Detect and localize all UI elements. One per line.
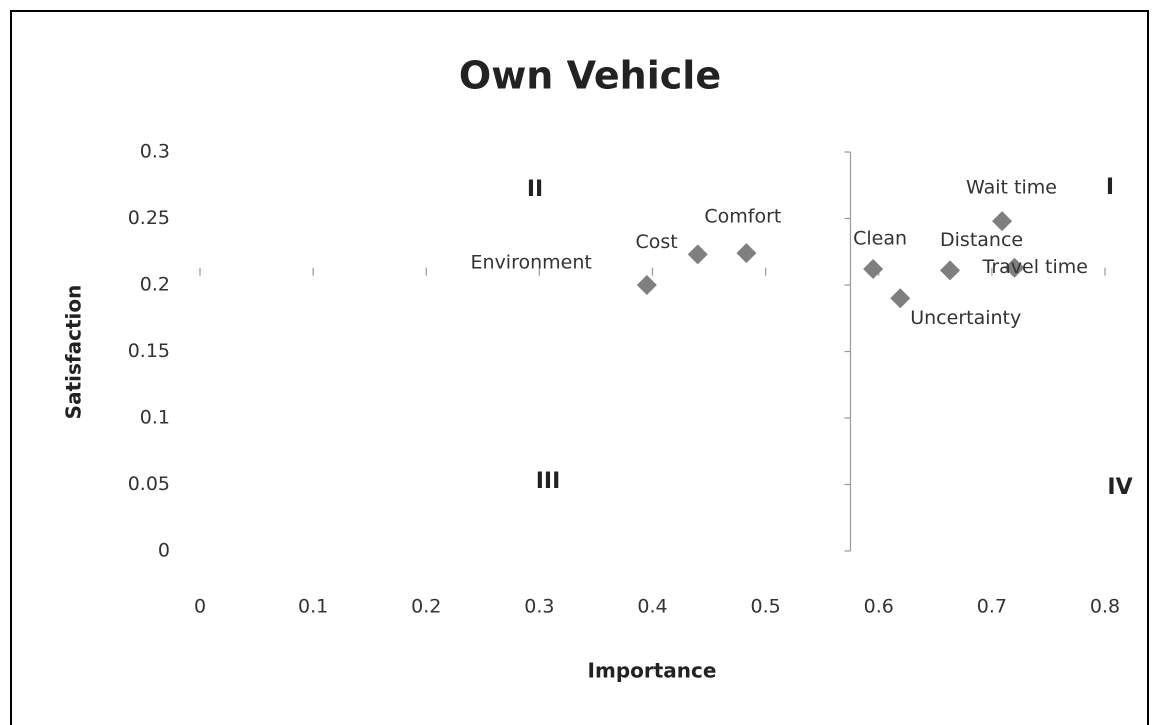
point [863,259,884,280]
x-tick-label: 0 [194,596,206,618]
quadrant-label: I [1106,175,1114,200]
y-tick-label: 0.2 [140,274,170,296]
x-axis-label: Importance [588,659,717,683]
quadrant-label: IV [1107,475,1132,500]
chart-title: Own Vehicle [459,54,721,98]
x-tick-label: 0.8 [1090,596,1120,618]
x-tick-label: 0.3 [524,596,554,618]
x-tick-label: 0.2 [411,596,441,618]
point-label: Comfort [704,206,781,228]
point-label: Wait time [966,177,1057,199]
point [736,243,757,264]
quadrant-label: II [527,177,543,202]
x-tick-label: 0.7 [977,596,1007,618]
y-tick-label: 0.05 [128,473,170,495]
quadrant-label: III [536,469,561,494]
point [940,260,961,281]
point [992,211,1013,232]
x-tick-label: 0.1 [298,596,328,618]
y-tick-label: 0.15 [128,340,170,362]
point-label: Environment [471,252,592,274]
chart-border [10,10,1149,725]
point [687,244,708,265]
point-label: Travel time [982,256,1088,278]
point-label: Cost [636,231,678,253]
y-tick-label: 0.1 [140,407,170,429]
point-label: Distance [940,229,1023,251]
point [1004,257,1025,278]
point [636,275,657,295]
y-tick-label: 0 [158,540,170,562]
point-label: Uncertainty [910,307,1021,329]
y-tick-label: 0.25 [128,207,170,229]
x-tick-label: 0.4 [637,596,667,618]
x-tick-label: 0.6 [864,596,894,618]
point-label: Clean [853,228,907,250]
x-tick-label: 0.5 [751,596,781,618]
point [890,288,911,309]
y-tick-label: 0.3 [140,141,170,163]
y-axis-label: Satisfaction [62,285,86,420]
